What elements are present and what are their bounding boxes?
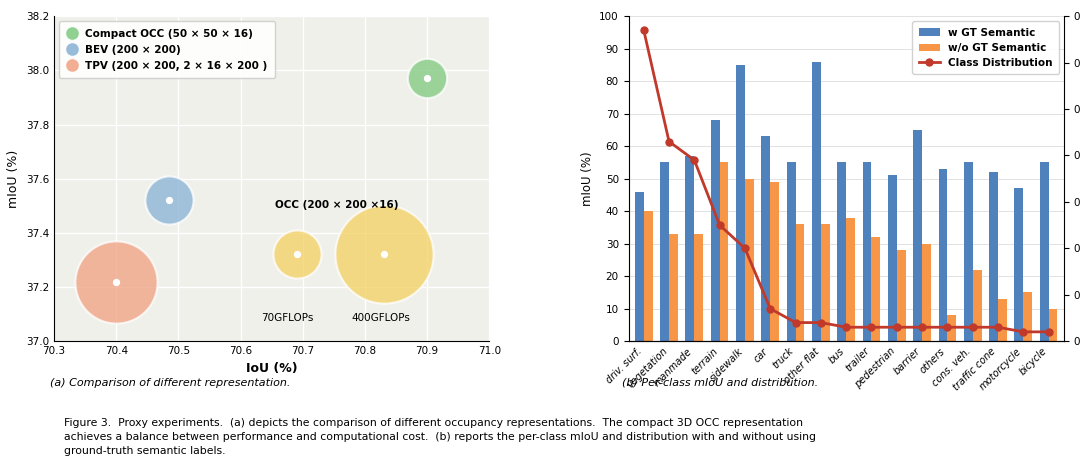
Bar [922,244,931,341]
Point [161,197,178,204]
Text: Figure 3.  Proxy experiments.  (a) depicts the comparison of different occupancy: Figure 3. Proxy experiments. (a) depicts… [64,419,816,457]
Bar [1014,188,1024,341]
Bar [846,218,855,341]
Bar [872,237,880,341]
Bar [989,172,998,341]
Text: 70GFLOPs: 70GFLOPs [261,313,313,323]
Legend: w GT Semantic, w/o GT Semantic, Class Distribution: w GT Semantic, w/o GT Semantic, Class Di… [913,21,1058,75]
Bar [973,269,982,341]
Bar [737,65,745,341]
Text: (a) Comparison of different representation.: (a) Comparison of different representati… [50,378,291,388]
Point [418,75,435,82]
Bar [888,175,896,341]
Point [288,251,306,258]
Bar [745,179,754,341]
Bar [821,224,829,341]
Text: OCC (200 × 200 ×16): OCC (200 × 200 ×16) [274,200,399,211]
Bar [1040,163,1049,341]
Bar [770,182,779,341]
Legend: Compact OCC (50 × 50 × 16), BEV (200 × 200), TPV (200 × 200, 2 × 16 × 200 ): Compact OCC (50 × 50 × 16), BEV (200 × 2… [59,21,274,78]
Bar [837,163,846,341]
Bar [786,163,796,341]
Point [108,278,125,285]
Bar [812,62,821,341]
Bar [1049,309,1057,341]
Text: 400GFLOPs: 400GFLOPs [351,313,410,323]
Point [375,251,392,258]
Bar [947,315,956,341]
Y-axis label: mIoU (%): mIoU (%) [581,151,594,206]
Bar [694,234,703,341]
Bar [719,163,729,341]
Bar [939,169,947,341]
Point [418,75,435,82]
Bar [796,224,805,341]
Bar [644,211,652,341]
Bar [963,163,973,341]
Point [108,278,125,285]
Y-axis label: mIoU (%): mIoU (%) [8,150,21,208]
Bar [660,163,669,341]
Bar [1024,293,1032,341]
Bar [896,250,906,341]
Bar [711,120,719,341]
Bar [686,156,694,341]
Bar [669,234,678,341]
Bar [914,130,922,341]
Text: (b) Per-class mIoU and distribution.: (b) Per-class mIoU and distribution. [622,378,819,388]
Bar [863,163,872,341]
X-axis label: IoU (%): IoU (%) [246,362,297,375]
Bar [635,192,644,341]
Point [375,251,392,258]
Bar [761,137,770,341]
Point [161,197,178,204]
Bar [998,299,1007,341]
Point [288,251,306,258]
